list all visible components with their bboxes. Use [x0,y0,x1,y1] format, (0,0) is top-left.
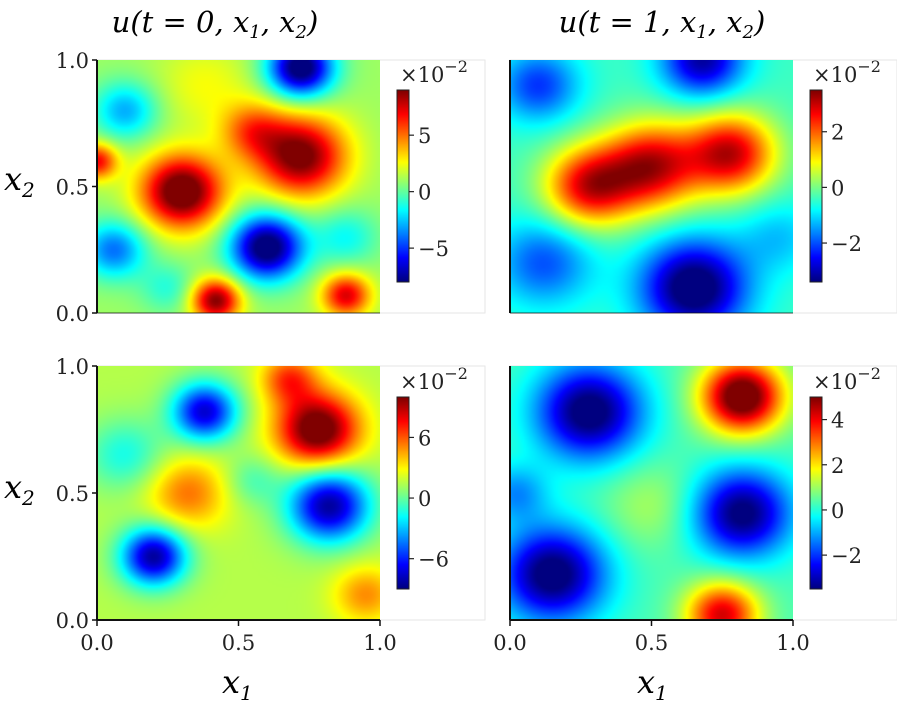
heatmap-image [97,60,380,313]
xlabel-right-sub: 1 [655,681,668,701]
colorbar-border [809,89,823,283]
colorbar-border [809,396,823,590]
panel-1-0: 0.0 0.5 1.0 0.0 0.5 1.0 6 0 −6 ×10−2 [56,355,486,655]
ylabel-top: x2 [4,160,35,202]
heatmap-image [510,60,793,313]
colorbar-exponent-base: ×10 [813,63,857,87]
colorbar-tick-label: 2 [831,121,844,145]
column-title-right-end: ) [753,5,765,39]
column-title-left-sub2: 2 [295,22,307,43]
xlabel-right: x1 [637,663,668,701]
colorbar-tick-label: −5 [418,237,449,261]
colorbar-exponent-base: ×10 [400,370,444,394]
colorbar-exponent-power: −2 [444,57,468,76]
y-tick-label: 0.0 [56,609,89,633]
panels-group: 0.00.51.050−5×10−220−2×10−20.00.51.00.0 0… [56,49,897,655]
ylabel-bottom: x2 [4,468,35,510]
y-tick-label: 0.5 [56,176,89,200]
colorbar-tick-label: −2 [831,544,862,568]
colorbar-tick-label: 4 [831,409,844,433]
column-title-left-main: u(t = 0, x [112,5,250,39]
ylabel-top-main: x [4,160,22,198]
colorbar [810,397,822,589]
colorbar [397,397,409,589]
y-tick-label: 1.0 [56,355,89,379]
ylabel-bottom-main: x [4,468,22,506]
colorbar-tick-label: 0 [418,487,431,511]
column-title-right: u(t = 1, x1, x2) [559,5,766,43]
panel-0-1: 20−2×10−2 [509,57,897,314]
y-tick-label: 0.5 [56,482,89,506]
column-title-right-sub1: 1 [696,22,707,43]
heatmap-image [510,366,793,620]
x-tick-label: 0.5 [635,631,668,655]
column-title-left-mid: , x [261,5,296,39]
column-title-left-end: ) [306,5,318,39]
x-tick-label: 0.5 [222,631,255,655]
x-tick-label: 1.0 [363,631,396,655]
x-tick-label: 1.0 [776,631,809,655]
colorbar-exponent: ×10−2 [813,57,881,87]
panel-0-0: 0.0 0.5 1.0 5 0 −5 ×10−2 [56,49,486,326]
colorbar-exponent: ×10−2 [400,364,468,394]
colorbar-tick-label: 0 [831,499,844,523]
column-title-left-sub1: 1 [249,22,260,43]
colorbar [810,90,822,282]
column-title-right-mid: , x [708,5,743,39]
xlabel-right-main: x [637,663,655,701]
colorbar-exponent: ×10−2 [813,364,881,394]
colorbar [397,90,409,282]
xlabel-left-sub: 1 [240,681,253,701]
xlabel-left-main: x [222,663,240,701]
y-tick-label: 0.0 [56,302,89,326]
colorbar-tick-label: 5 [418,124,431,148]
colorbar-exponent-power: −2 [857,57,881,76]
colorbar-tick-label: −6 [418,548,449,572]
colorbar-exponent-base: ×10 [813,370,857,394]
colorbar-tick-label: 0 [831,176,844,200]
colorbar-border [396,396,410,590]
x-tick-label: 0.0 [493,631,526,655]
y-tick-label: 1.0 [56,49,89,73]
column-title-right-main: u(t = 1, x [559,5,697,39]
ylabel-top-sub: 2 [21,178,35,202]
xlabel-left: x1 [222,663,253,701]
colorbar-tick-label: 0 [418,181,431,205]
colorbar-border [396,89,410,283]
colorbar-exponent: ×10−2 [400,57,468,87]
column-title-right-sub2: 2 [742,22,754,43]
colorbar-tick-label: 6 [418,426,431,450]
x-tick-label: 0.0 [80,631,113,655]
ylabel-bottom-sub: 2 [21,486,35,510]
colorbar-exponent-power: −2 [857,364,881,383]
column-title-left: u(t = 0, x1, x2) [112,5,319,43]
colorbar-exponent-power: −2 [444,364,468,383]
colorbar-tick-label: 2 [831,454,844,478]
heatmap-image [97,366,380,620]
colorbar-exponent-base: ×10 [400,63,444,87]
colorbar-tick-label: −2 [831,232,862,256]
